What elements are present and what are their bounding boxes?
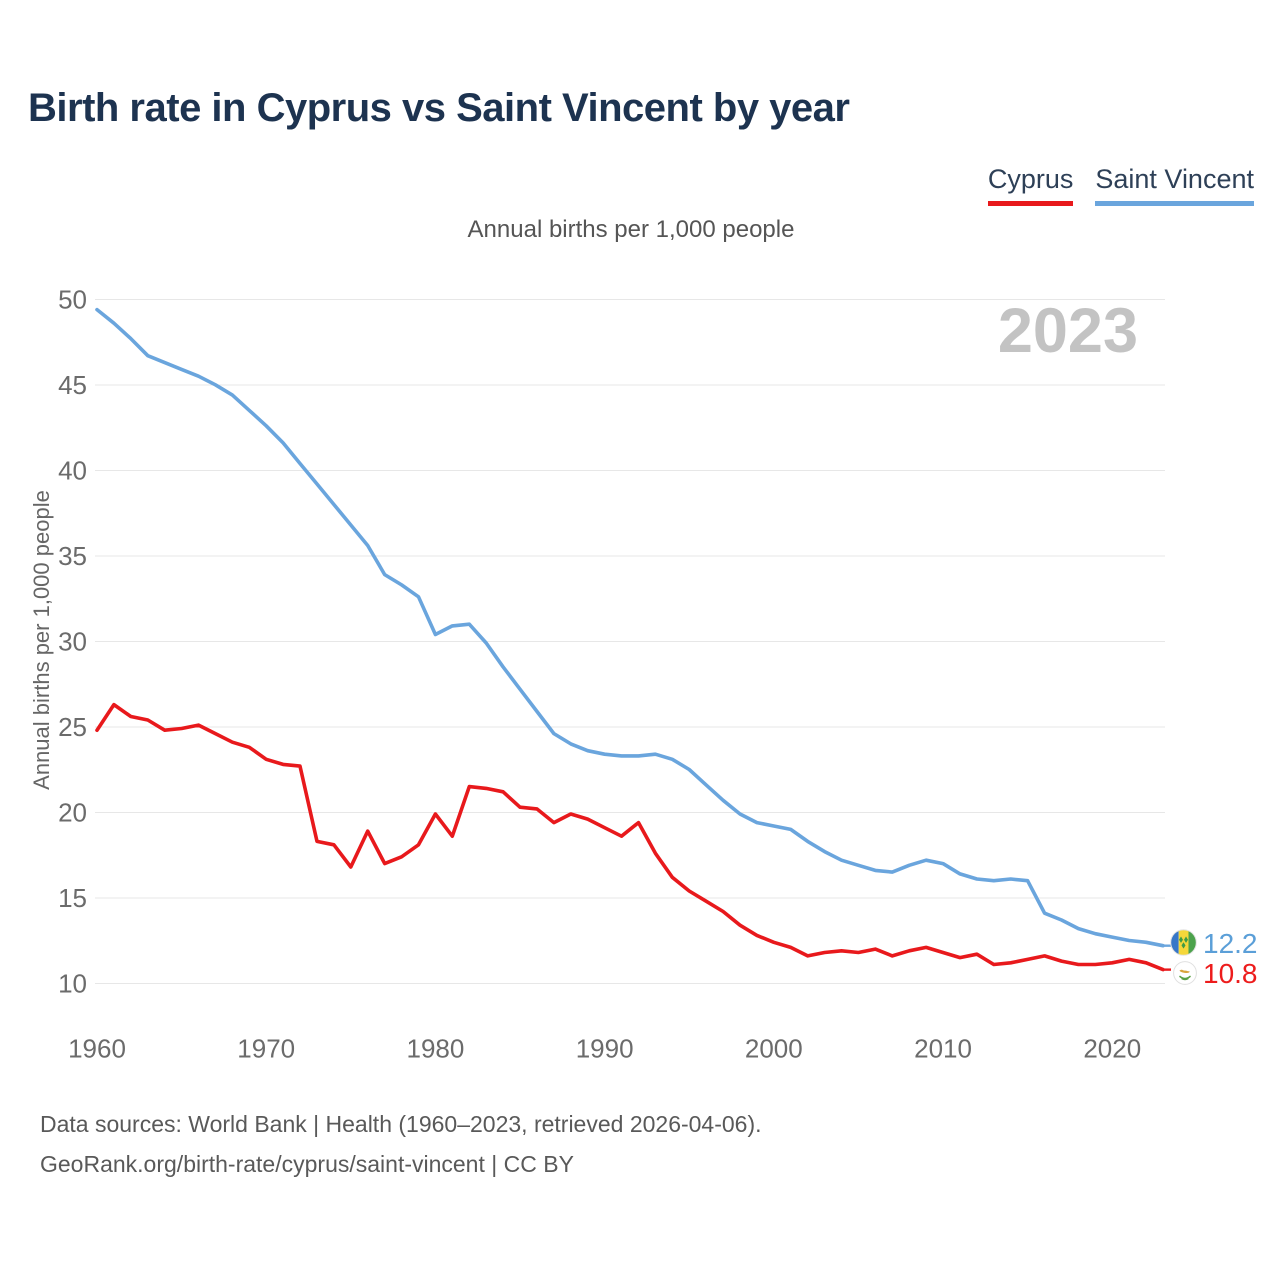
x-tick-label-1960: 1960: [68, 1033, 126, 1063]
y-tick-label-10: 10: [58, 968, 87, 998]
footer: Data sources: World Bank | Health (1960–…: [40, 1104, 762, 1184]
x-tick-label-2000: 2000: [745, 1033, 803, 1063]
y-tick-label-45: 45: [58, 370, 87, 400]
y-tick-label-30: 30: [58, 626, 87, 656]
series-line-saint-vincent: [95, 307, 1165, 948]
watermark-year: 2023: [997, 296, 1138, 366]
saint-vincent-end-value: 12.2: [1203, 928, 1258, 959]
y-tick-label-35: 35: [58, 541, 87, 571]
series-line-cyprus: [95, 702, 1165, 972]
x-tick-label-1970: 1970: [237, 1033, 295, 1063]
y-tick-label-40: 40: [58, 455, 87, 485]
y-tick-label-20: 20: [58, 797, 87, 827]
page-title: Birth rate in Cyprus vs Saint Vincent by…: [28, 86, 850, 130]
x-tick-label-2010: 2010: [914, 1033, 972, 1063]
y-tick-label-15: 15: [58, 883, 87, 913]
legend-item-cyprus[interactable]: Cyprus: [987, 164, 1074, 206]
x-tick-label-2020: 2020: [1083, 1033, 1141, 1063]
x-tick-label-1980: 1980: [406, 1033, 464, 1063]
x-tick-label-1990: 1990: [576, 1033, 634, 1063]
cyprus-end-value: 10.8: [1203, 958, 1258, 989]
y-tick-label-25: 25: [58, 712, 87, 742]
y-tick-label-50: 50: [58, 284, 87, 314]
legend: Cyprus Saint Vincent: [987, 164, 1254, 206]
cyprus-flag-icon: [1173, 961, 1197, 990]
chart-subtitle: Annual births per 1,000 people: [467, 216, 795, 243]
chart-svg: 10 15 20 25 30 35 40 45 50 1960 1970 1980 1990 2000 20…: [58, 284, 1171, 1063]
footer-data-sources: Data sources: World Bank | Health (1960–…: [40, 1111, 762, 1137]
legend-item-saint-vincent[interactable]: Saint Vincent: [1095, 164, 1254, 206]
footer-attribution: GeoRank.org/birth-rate/cyprus/saint-vinc…: [40, 1151, 574, 1177]
saint-vincent-flag-icon: [1170, 929, 1197, 961]
